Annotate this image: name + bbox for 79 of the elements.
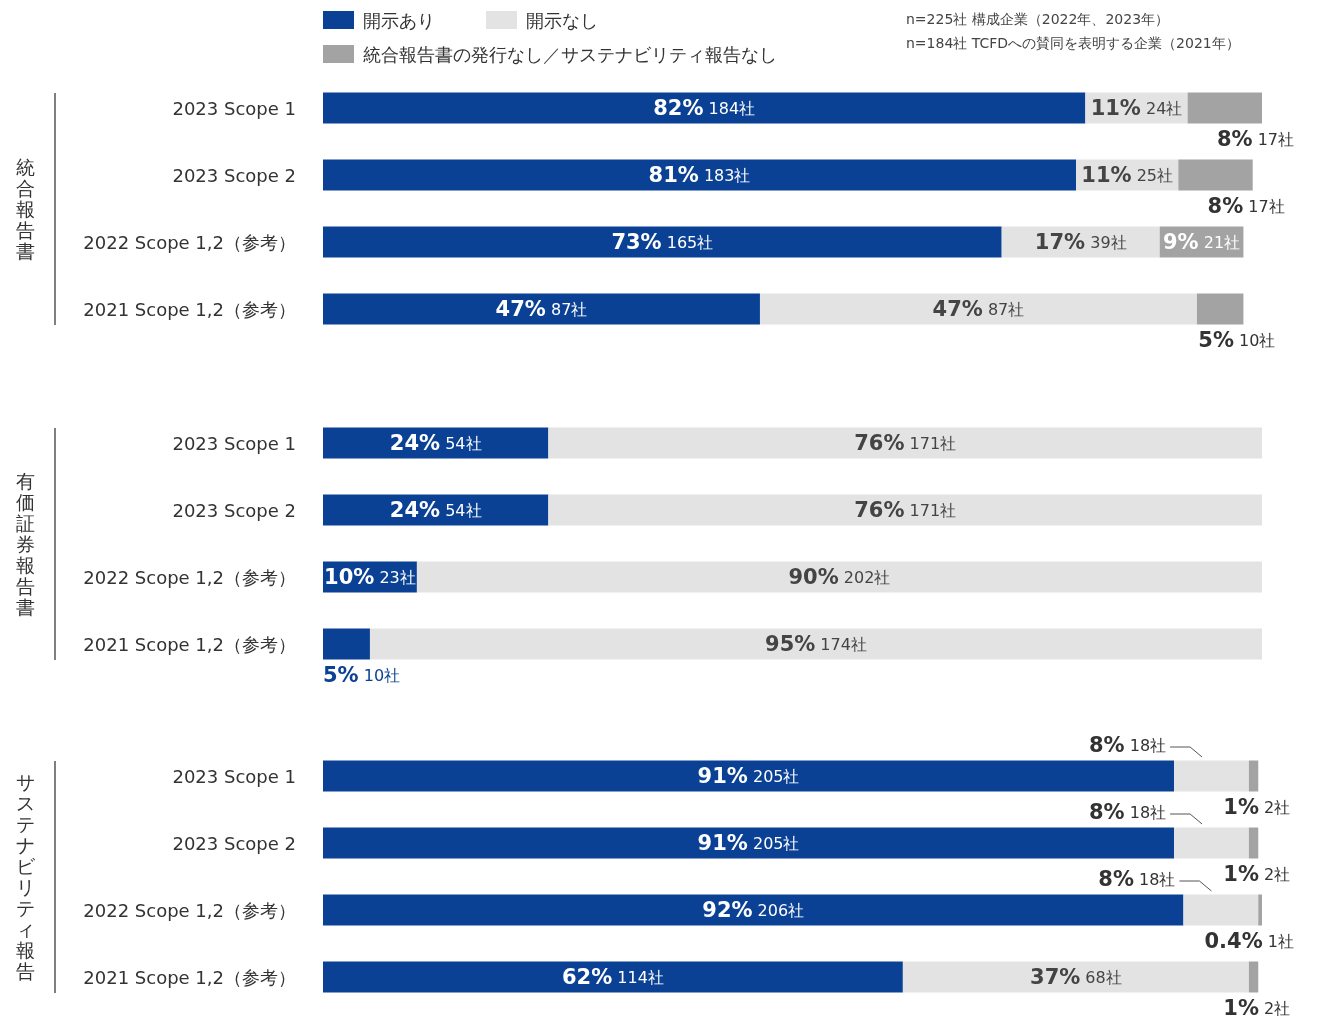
bar	[323, 628, 370, 660]
bar	[1248, 827, 1259, 859]
bar	[1248, 961, 1259, 993]
bar	[548, 427, 1262, 459]
bar	[323, 159, 1077, 191]
bar	[323, 92, 1086, 124]
data-label: 76% 171社	[854, 431, 957, 455]
text: n=184社 TCFDへの賛同を表明する企業（2021年）	[906, 35, 1240, 51]
y-tick-label: 2022 Scope 1,2（参考）	[83, 231, 296, 253]
bar	[548, 494, 1262, 526]
data-label: 17% 39社	[1034, 230, 1127, 254]
data-label: 8% 18社	[1088, 733, 1167, 757]
data-label: 47% 87社	[495, 297, 588, 321]
y-tick-label: 2022 Scope 1,2（参考）	[83, 566, 296, 588]
y-tick-label: 2023 Scope 2	[172, 164, 296, 186]
data-label: 76% 171社	[854, 498, 957, 522]
bar	[416, 561, 1262, 593]
text: サステナビリティ報告	[15, 771, 35, 982]
bar	[323, 427, 549, 459]
data-label: 10% 23社	[324, 565, 416, 589]
bar	[323, 894, 1184, 926]
y-tick-label: 2021 Scope 1,2（参考）	[83, 298, 296, 320]
data-label: 9% 21社	[1163, 230, 1241, 254]
bar	[369, 628, 1262, 660]
data-label: 92% 206社	[702, 898, 805, 922]
data-label: 95% 174社	[765, 632, 867, 656]
data-label: 8% 17社	[1207, 194, 1285, 218]
data-label: 0.4% 1社	[1204, 929, 1294, 953]
y-tick-label: 2021 Scope 1,2（参考）	[83, 633, 296, 655]
data-label: 91% 205社	[697, 831, 800, 855]
bar	[759, 293, 1197, 325]
data-label: 8% 17社	[1216, 127, 1294, 151]
data-label: 81% 183社	[648, 163, 751, 187]
bar	[323, 827, 1175, 859]
legend-label: 開示あり	[363, 9, 435, 31]
bar	[323, 494, 549, 526]
y-tick-label: 2023 Scope 1	[172, 97, 296, 119]
data-label: 62% 114社	[561, 965, 664, 989]
y-axis-title: 有価証券報告書	[15, 469, 35, 618]
y-axis-title: 統合報告書	[15, 155, 35, 262]
data-label: 1% 2社	[1223, 795, 1291, 819]
data-label: 8% 18社	[1088, 800, 1167, 824]
bar	[1258, 894, 1262, 926]
text: n=225社 構成企業（2022年、2023年）	[906, 11, 1170, 27]
data-label: 24% 54社	[389, 431, 482, 455]
bar	[1187, 92, 1262, 124]
y-tick-label: 2021 Scope 1,2（参考）	[83, 966, 296, 988]
bar	[323, 961, 903, 993]
y-tick-label: 2023 Scope 2	[172, 499, 296, 521]
y-tick-label: 2023 Scope 1	[172, 765, 296, 787]
data-label: 5% 10社	[1198, 328, 1276, 352]
y-tick-label: 2023 Scope 1	[172, 432, 296, 454]
data-label: 73% 165社	[611, 230, 714, 254]
data-label: 1% 2社	[1223, 862, 1291, 886]
legend-label: 開示なし	[526, 9, 598, 31]
bar	[323, 760, 1175, 792]
data-label: 90% 202社	[788, 565, 891, 589]
data-label: 1% 2社	[1223, 996, 1291, 1018]
data-label: 82% 184社	[653, 96, 756, 120]
y-tick-label: 2023 Scope 2	[172, 832, 296, 854]
data-label: 11% 25社	[1081, 163, 1174, 187]
data-label: 91% 205社	[697, 764, 800, 788]
bar	[1178, 159, 1253, 191]
bar	[323, 293, 760, 325]
y-tick-label: 2022 Scope 1,2（参考）	[83, 899, 296, 921]
bar	[1196, 293, 1244, 325]
bar	[902, 961, 1249, 993]
data-label: 47% 87社	[932, 297, 1025, 321]
data-label: 11% 24社	[1090, 96, 1183, 120]
data-label: 8% 18社	[1098, 867, 1176, 891]
bar	[1174, 827, 1249, 859]
bar	[1174, 760, 1249, 792]
legend-label: 統合報告書の発行なし／サステナビリティ報告なし	[363, 43, 777, 65]
bar	[1183, 894, 1259, 926]
data-label: 37% 68社	[1030, 965, 1122, 989]
data-label: 5% 10社	[323, 663, 401, 687]
bar	[1248, 760, 1259, 792]
bar	[323, 226, 1002, 258]
data-label: 24% 54社	[389, 498, 482, 522]
